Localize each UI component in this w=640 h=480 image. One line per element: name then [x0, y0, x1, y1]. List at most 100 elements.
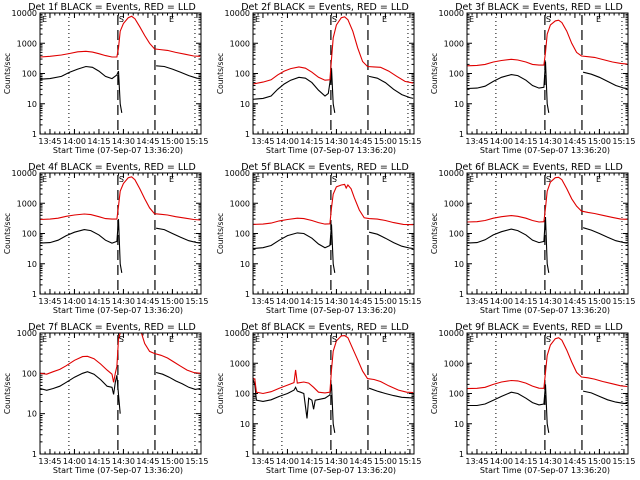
y-tick-label: 10000	[439, 9, 464, 18]
series-group	[467, 19, 628, 113]
x-tick-label: 14:30	[325, 297, 348, 306]
y-tick-label: 100	[449, 70, 464, 79]
x-tick-label: 14:00	[63, 297, 86, 306]
x-tick-label: 14:30	[112, 297, 135, 306]
y-tick-label: 1000	[17, 39, 37, 48]
plot-frame	[252, 12, 415, 135]
plot-frame	[466, 12, 629, 135]
y-axis-label: Counts/sec	[3, 373, 12, 414]
plot-frame	[39, 172, 202, 295]
x-tick-label: 14:30	[539, 457, 562, 466]
series-line-events	[368, 231, 414, 250]
y-tick-label: 1000	[17, 199, 37, 208]
marker-label-e: E	[596, 175, 601, 184]
chart-svg: Det 4f BLACK = Events, RED = LLD 1 10 100 10…	[3, 162, 208, 315]
marker-label-e: E	[382, 15, 387, 24]
x-tick-label: 14:00	[490, 137, 513, 146]
x-tick-label: 14:00	[276, 137, 299, 146]
x-tick-label: 14:00	[490, 297, 513, 306]
x-axis-label: Start Time (07-Sep-07 13:36:20)	[266, 466, 396, 475]
chart-title: Det 3f BLACK = Events, RED = LLD	[455, 2, 623, 13]
series-line-lld	[140, 333, 201, 374]
x-axis-label: Start Time (07-Sep-07 13:36:20)	[480, 466, 610, 475]
chart-svg: Det 7f BLACK = Events, RED = LLD 1 10 100 10…	[3, 322, 208, 475]
y-tick-label: 1000	[444, 199, 464, 208]
x-tick-label: 15:15	[398, 137, 421, 146]
chart-title: Det 6f BLACK = Events, RED = LLD	[455, 162, 623, 173]
y-tick-label: 10	[27, 410, 37, 419]
y-axis-label: Counts/sec	[430, 373, 439, 414]
x-tick-label: 15:15	[612, 297, 635, 306]
y-tick-label: 10	[240, 420, 250, 429]
chart-title: Det 9f BLACK = Events, RED = LLD	[455, 322, 623, 333]
x-tick-label: 15:15	[185, 457, 208, 466]
marker-label-e: E	[469, 15, 474, 24]
marker-label-s: S	[546, 15, 551, 24]
x-tick-label: 14:30	[112, 137, 135, 146]
series-line-events	[40, 371, 121, 414]
series-line-lld	[40, 15, 201, 58]
x-tick-label: 13:45	[465, 457, 488, 466]
x-axis-label: Start Time (07-Sep-07 13:36:20)	[53, 466, 183, 475]
x-tick-label: 14:45	[136, 137, 159, 146]
x-tick-label: 14:45	[136, 297, 159, 306]
x-tick-label: 15:15	[612, 137, 635, 146]
series-line-events	[253, 68, 336, 113]
x-tick-label: 15:15	[398, 457, 421, 466]
series-group	[40, 176, 201, 273]
y-tick-label: 10000	[12, 9, 37, 18]
x-tick-label: 15:15	[185, 137, 208, 146]
x-tick-label: 14:45	[349, 457, 372, 466]
y-axis-label: Counts/sec	[3, 213, 12, 254]
x-tick-label: 14:00	[276, 297, 299, 306]
x-tick-label: 14:30	[539, 297, 562, 306]
y-axis-label: Counts/sec	[430, 53, 439, 94]
series-line-events	[467, 61, 550, 113]
marker-label-e: E	[255, 15, 260, 24]
y-tick-label: 10	[454, 420, 464, 429]
chart-panel-det-9f: Det 9f BLACK = Events, RED = LLD 1 10 100 10…	[427, 320, 640, 480]
marker-label-s: S	[332, 175, 337, 184]
series-line-lld	[467, 176, 628, 223]
x-tick-label: 15:15	[185, 297, 208, 306]
x-tick-label: 14:00	[490, 457, 513, 466]
y-axis-label: Counts/sec	[216, 53, 225, 94]
y-tick-label: 100	[22, 369, 37, 378]
series-line-events	[467, 384, 550, 433]
x-tick-label: 14:15	[300, 137, 323, 146]
x-tick-label: 14:15	[300, 297, 323, 306]
series-group	[467, 337, 628, 433]
chart-panel-det-5f: Det 5f BLACK = Events, RED = LLD 1 10 100 10…	[213, 160, 426, 320]
y-tick-label: 100	[235, 230, 250, 239]
x-axis-label: Start Time (07-Sep-07 13:36:20)	[266, 146, 396, 155]
x-tick-label: 13:45	[38, 297, 61, 306]
x-tick-label: 14:45	[563, 297, 586, 306]
series-group	[40, 333, 201, 414]
series-line-events	[582, 390, 628, 404]
chart-svg: Det 1f BLACK = Events, RED = LLD 1 10 100 10…	[3, 2, 208, 155]
series-line-events	[368, 387, 414, 399]
series-line-events	[253, 224, 336, 273]
y-tick-label: 1	[32, 290, 37, 299]
x-axis-label: Start Time (07-Sep-07 13:36:20)	[53, 146, 183, 155]
series-group	[467, 176, 628, 273]
y-tick-label: 10000	[439, 329, 464, 338]
marker-label-e: E	[42, 175, 47, 184]
x-tick-label: 14:45	[563, 137, 586, 146]
x-tick-label: 14:15	[87, 457, 110, 466]
marker-label-s: S	[332, 335, 337, 344]
series-line-lld	[40, 333, 121, 383]
series-line-events	[253, 379, 336, 433]
y-tick-label: 10	[454, 100, 464, 109]
y-tick-label: 100	[22, 230, 37, 239]
x-tick-label: 14:00	[63, 457, 86, 466]
y-tick-label: 10	[27, 260, 37, 269]
marker-label-e: E	[169, 335, 174, 344]
y-tick-label: 10	[454, 260, 464, 269]
marker-label-e: E	[42, 335, 47, 344]
marker-label-e: E	[596, 335, 601, 344]
x-tick-label: 15:00	[588, 457, 611, 466]
x-tick-label: 13:45	[251, 137, 274, 146]
series-line-events	[155, 371, 201, 390]
x-tick-label: 15:00	[161, 457, 184, 466]
